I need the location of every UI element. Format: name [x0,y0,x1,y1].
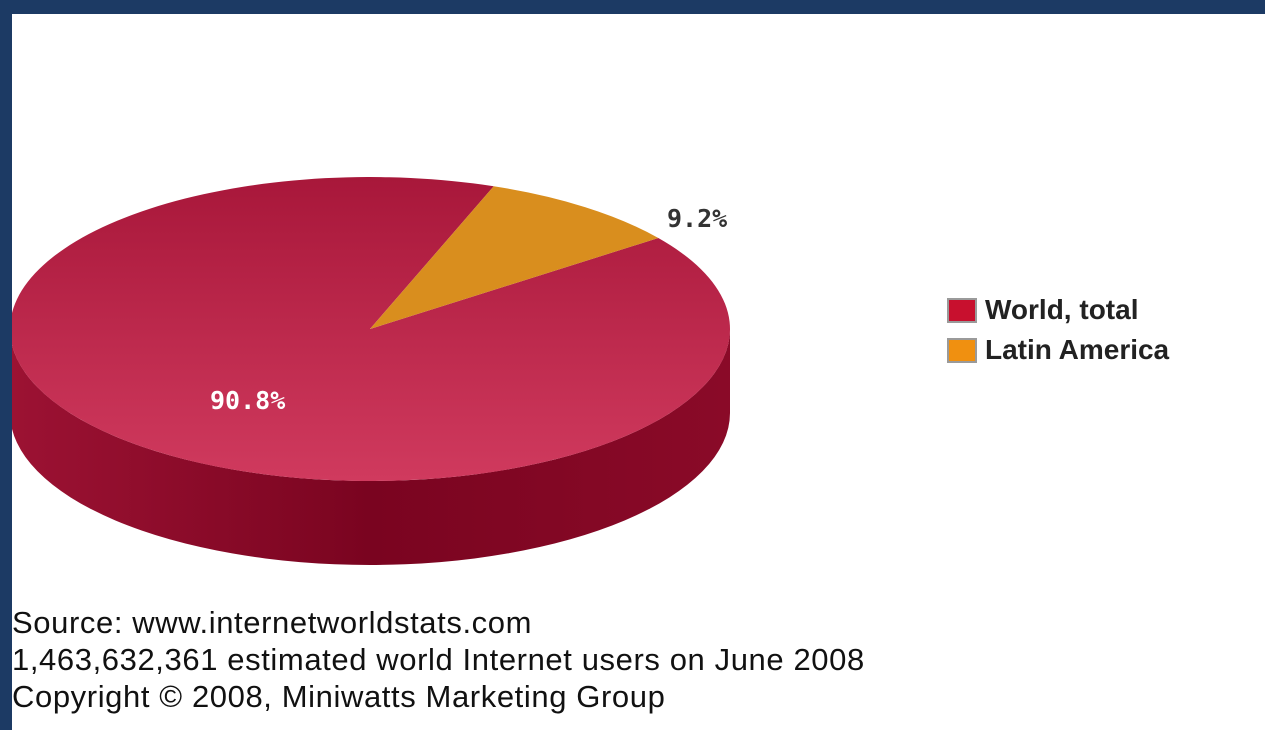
legend-item-latin-america: Latin America [947,330,1169,370]
legend-label-latin-america: Latin America [985,334,1170,365]
copyright-text: Copyright © 2008, Miniwatts Marketing Gr… [12,679,666,714]
legend-swatch-latin-america [947,337,977,363]
users-text: 1,463,632,361 estimated world Internet u… [12,642,865,677]
pie-side-wall [12,329,730,565]
chart-panel: 90.8% 9.2% World, total Latin America Sou… [12,14,1265,730]
pie-slice-world [12,177,730,481]
slice-label-world: 90.8% [210,386,285,415]
pie-chart: 90.8% 9.2% [12,177,730,565]
pie-slice-latin-america [370,186,659,329]
slice-label-latin-america: 9.2% [667,204,727,233]
chart-footer: Source: www.internetworldstats.com 1,463… [12,604,865,715]
legend-item-world: World, total [947,290,1169,330]
legend-swatch-world [947,297,977,323]
legend: World, total Latin America [947,290,1169,370]
legend-label-world: World, total [985,294,1139,325]
source-text: Source: www.internetworldstats.com [12,605,533,640]
